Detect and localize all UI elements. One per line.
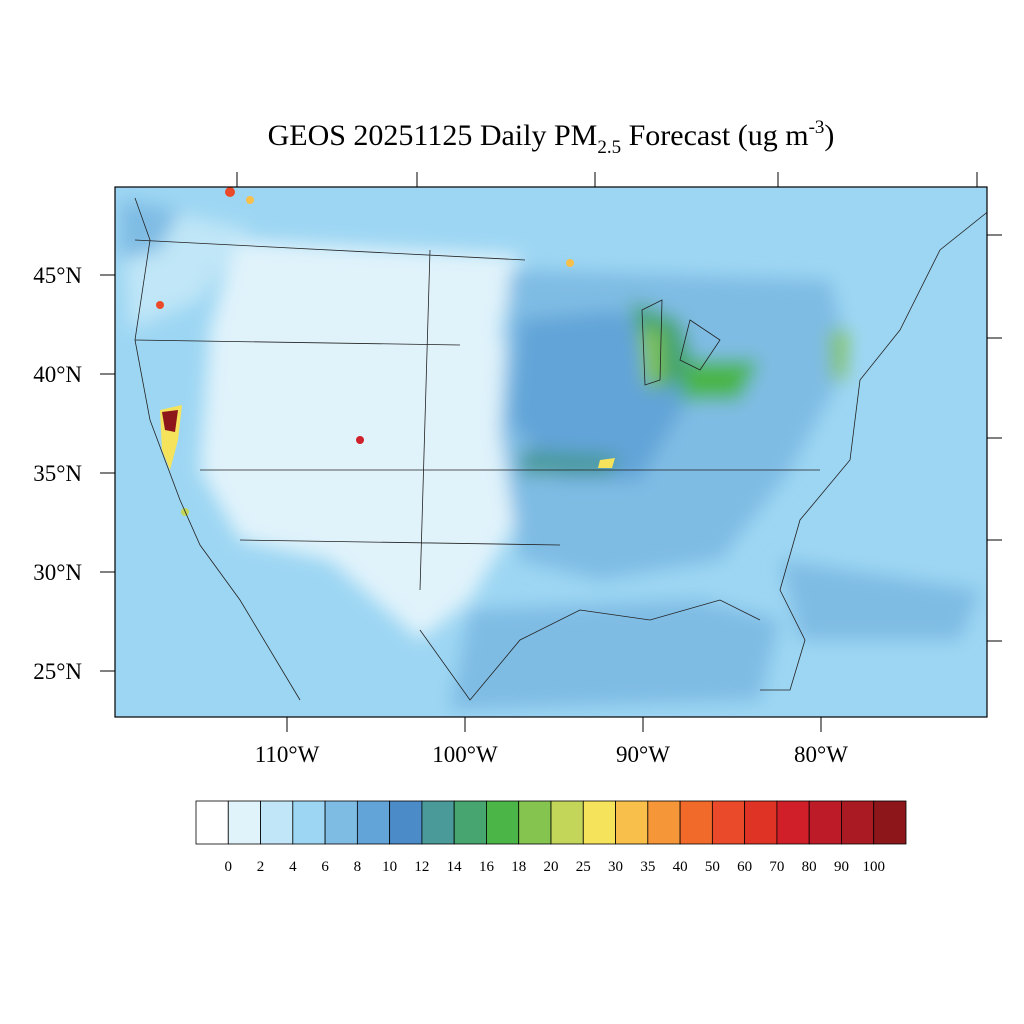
colorbar-label: 60 — [737, 859, 752, 875]
lat-label: 25°N — [33, 659, 82, 684]
lat-label: 40°N — [33, 362, 82, 387]
colorbar-label: 14 — [447, 859, 463, 875]
lat-label: 45°N — [33, 263, 82, 288]
lon-label: 110°W — [255, 742, 320, 767]
colorbar-label: 20 — [544, 859, 559, 875]
colorbar-label: 10 — [382, 859, 397, 875]
colorbar-box — [808, 800, 842, 845]
colorbar-label: 4 — [289, 859, 297, 875]
colorbar-box — [550, 800, 584, 845]
map — [115, 187, 987, 717]
colorbar-box — [356, 800, 391, 845]
frame-ticks — [236, 172, 1002, 642]
lon-label: 80°W — [794, 742, 848, 767]
colorbar-label: 25 — [576, 859, 591, 875]
lon-label: 100°W — [432, 742, 498, 767]
colorbar-box — [421, 800, 455, 845]
colorbar-box — [841, 800, 875, 845]
colorbar-box — [518, 800, 552, 845]
title-text: Forecast (ug m — [621, 119, 808, 152]
colorbar-label: 40 — [673, 859, 688, 875]
colorbar-box — [453, 800, 487, 845]
colorbar-box — [195, 800, 229, 845]
colorbar-label: 100 — [862, 859, 885, 875]
colorbar-label: 80 — [802, 859, 817, 875]
colorbar-box — [711, 800, 746, 845]
colorbar-box — [486, 800, 520, 845]
colorbar-label: 6 — [321, 859, 329, 875]
title-superscript: -3 — [809, 117, 825, 138]
colorbar-box — [389, 800, 423, 845]
title: GEOS 20251125 Daily PM2.5 Forecast (ug m… — [268, 117, 835, 158]
title-text: GEOS 20251125 Daily PM — [268, 119, 598, 152]
colorbar-label: 2 — [257, 859, 265, 875]
colorbar-box — [615, 800, 649, 845]
colorbar-label: 30 — [608, 859, 623, 875]
map-frame — [114, 186, 988, 718]
colorbar-box — [873, 800, 907, 845]
colorbar-label: 12 — [414, 859, 429, 875]
colorbar-box — [324, 800, 358, 845]
colorbar-label: 90 — [834, 859, 849, 875]
colorbar-box — [776, 800, 810, 845]
colorbar-label: 18 — [511, 859, 526, 875]
lat-label: 30°N — [33, 560, 82, 585]
title-text: ) — [824, 119, 834, 152]
colorbar-label: 16 — [479, 859, 495, 875]
lon-label: 90°W — [616, 742, 670, 767]
colorbar-box — [647, 800, 681, 845]
colorbar-label: 70 — [769, 859, 784, 875]
title-subscript: 2.5 — [597, 137, 621, 158]
colorbar-box — [679, 800, 713, 845]
colorbar-label: 0 — [225, 859, 233, 875]
colorbar-label: 50 — [705, 859, 720, 875]
colorbar-box — [292, 800, 326, 845]
colorbar-label: 8 — [354, 859, 362, 875]
colorbar-box — [744, 800, 778, 845]
colorbar-label: 35 — [640, 859, 655, 875]
colorbar-box — [227, 800, 261, 845]
lat-label: 35°N — [33, 461, 82, 486]
colorbar-box — [260, 800, 294, 845]
colorbar-box — [582, 800, 616, 845]
